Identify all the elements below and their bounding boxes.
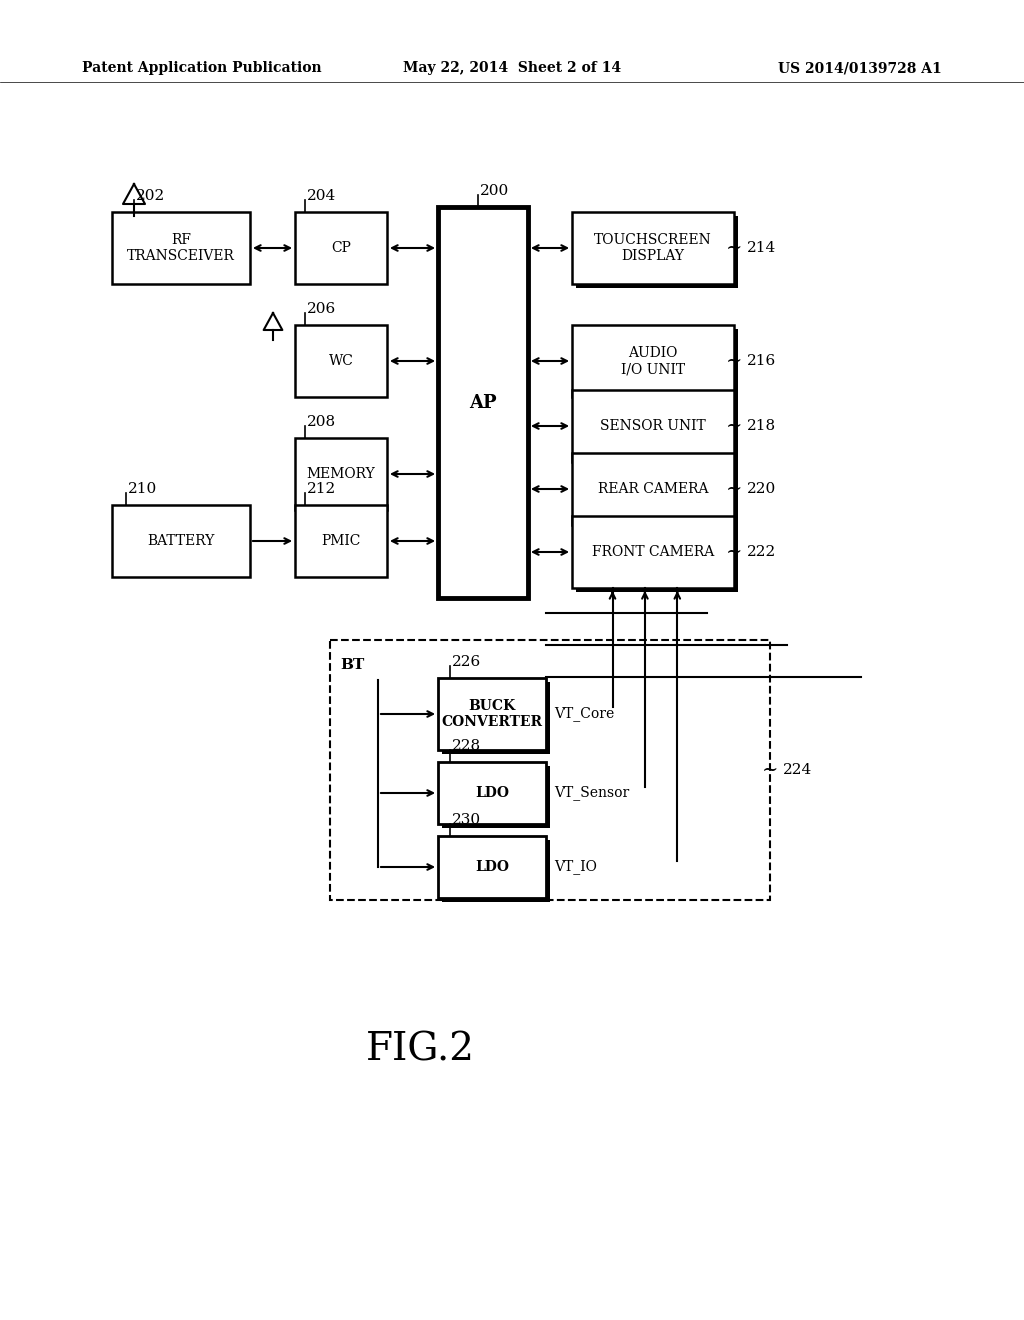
Text: VT_Core: VT_Core [554, 706, 614, 722]
Text: VT_Sensor: VT_Sensor [554, 785, 630, 800]
Text: 226: 226 [452, 655, 481, 669]
Bar [575, 520, 738, 591]
Text: WC: WC [329, 354, 353, 368]
Text: RF
TRANSCEIVER: RF TRANSCEIVER [127, 232, 234, 263]
Bar [575, 329, 738, 401]
Text: ~: ~ [726, 417, 742, 436]
Bar [572, 325, 734, 397]
Bar [442, 682, 550, 754]
Text: 228: 228 [452, 739, 481, 752]
Text: 224: 224 [783, 763, 812, 777]
Bar [572, 453, 734, 525]
Bar [438, 678, 546, 750]
Text: 210: 210 [128, 482, 158, 496]
Text: 208: 208 [307, 414, 336, 429]
Text: AUDIO
I/O UNIT: AUDIO I/O UNIT [621, 346, 685, 376]
Text: May 22, 2014  Sheet 2 of 14: May 22, 2014 Sheet 2 of 14 [402, 61, 622, 75]
Bar [575, 393, 738, 466]
Text: LDO: LDO [475, 861, 509, 874]
Bar [572, 213, 734, 284]
Bar [438, 836, 546, 898]
Text: 202: 202 [136, 189, 165, 203]
Bar [575, 216, 738, 288]
Text: VT_IO: VT_IO [554, 859, 597, 874]
Text: 220: 220 [746, 482, 776, 496]
Text: MEMORY: MEMORY [306, 467, 376, 480]
Text: ~: ~ [726, 543, 742, 561]
Text: 214: 214 [746, 242, 776, 255]
Text: FIG.2: FIG.2 [366, 1031, 474, 1068]
Text: LDO: LDO [475, 785, 509, 800]
Bar [330, 640, 770, 900]
Text: AP: AP [469, 393, 497, 412]
Text: 222: 222 [746, 545, 776, 558]
Bar [575, 457, 738, 529]
Text: ~: ~ [726, 239, 742, 257]
Bar [442, 840, 550, 902]
Text: 230: 230 [452, 813, 481, 828]
Bar [295, 438, 387, 510]
Text: REAR CAMERA: REAR CAMERA [598, 482, 709, 496]
Bar [295, 325, 387, 397]
Text: PMIC: PMIC [322, 535, 360, 548]
Bar [572, 516, 734, 587]
Text: ~: ~ [762, 762, 778, 779]
Bar [572, 389, 734, 462]
Text: BT: BT [340, 657, 365, 672]
Bar [295, 506, 387, 577]
Text: Patent Application Publication: Patent Application Publication [82, 61, 322, 75]
Bar [438, 762, 546, 824]
Text: 212: 212 [307, 482, 336, 496]
Text: 216: 216 [746, 354, 776, 368]
Text: ~: ~ [726, 352, 742, 370]
Text: ~: ~ [726, 480, 742, 498]
Bar [295, 213, 387, 284]
Bar [438, 207, 528, 598]
Text: TOUCHSCREEN
DISPLAY: TOUCHSCREEN DISPLAY [594, 232, 712, 263]
Text: 206: 206 [307, 302, 336, 315]
Text: 218: 218 [746, 418, 776, 433]
Text: CP: CP [331, 242, 351, 255]
Text: 200: 200 [480, 183, 509, 198]
Bar [442, 766, 550, 828]
Text: FRONT CAMERA: FRONT CAMERA [592, 545, 714, 558]
Text: 204: 204 [307, 189, 336, 203]
Text: BUCK
CONVERTER: BUCK CONVERTER [441, 698, 543, 729]
Text: US 2014/0139728 A1: US 2014/0139728 A1 [778, 61, 942, 75]
Bar [112, 213, 250, 284]
Bar [112, 506, 250, 577]
Text: SENSOR UNIT: SENSOR UNIT [600, 418, 706, 433]
Text: BATTERY: BATTERY [147, 535, 215, 548]
